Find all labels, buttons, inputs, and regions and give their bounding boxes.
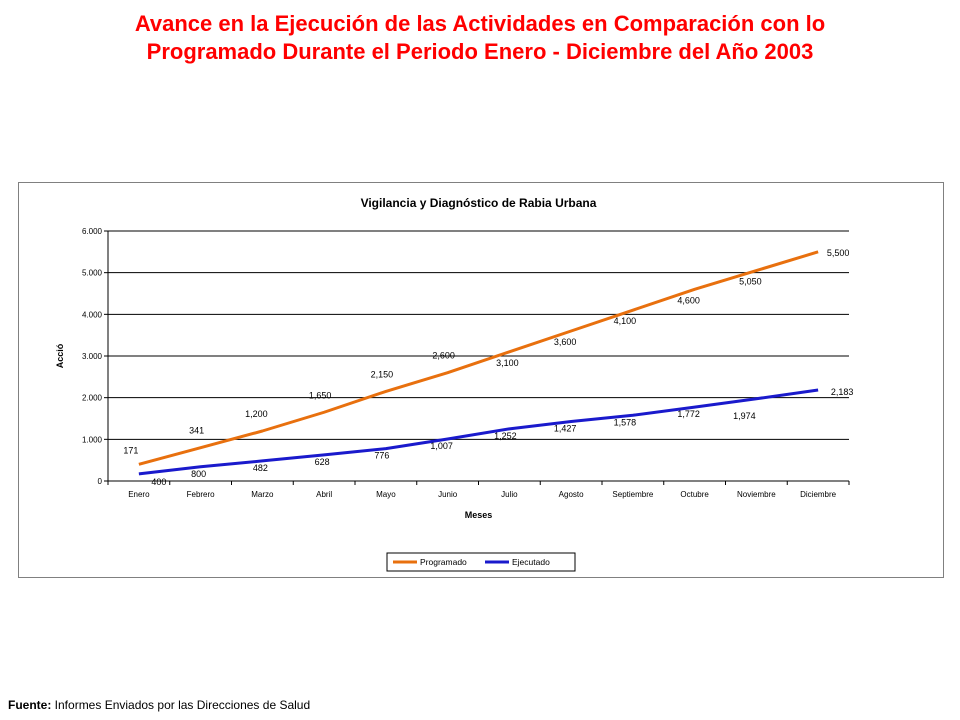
- legend-label: Programado: [420, 557, 467, 567]
- data-label: 1,974: [733, 411, 756, 421]
- source-text: Informes Enviados por las Direcciones de…: [51, 698, 311, 712]
- slide-title-line-1: Avance en la Ejecución de las Actividade…: [134, 11, 826, 36]
- legend-label: Ejecutado: [512, 557, 550, 567]
- data-label: 1,578: [614, 417, 637, 427]
- data-label: 2,150: [371, 369, 394, 379]
- data-label: 2,183: [831, 387, 854, 397]
- data-label: 4,600: [677, 295, 700, 305]
- y-tick-label: 3.000: [82, 352, 103, 361]
- data-label: 800: [191, 469, 206, 479]
- source-note: Fuente: Informes Enviados por las Direcc…: [8, 698, 310, 712]
- data-label: 4,100: [614, 316, 637, 326]
- x-tick-label: Noviembre: [737, 490, 776, 499]
- data-label: 1,200: [245, 409, 268, 419]
- y-tick-label: 0: [98, 477, 103, 486]
- data-label: 628: [315, 457, 330, 467]
- y-axis-label: Acció: [55, 343, 65, 368]
- chart-frame: Vigilancia y Diagnóstico de Rabia Urbana…: [18, 182, 944, 578]
- data-label: 5,500: [827, 248, 850, 258]
- data-label: 1,007: [430, 441, 453, 451]
- x-tick-label: Febrero: [187, 490, 216, 499]
- slide-title: Avance en la Ejecución de las Actividade…: [40, 10, 920, 66]
- data-label: 2,600: [432, 351, 455, 361]
- source-label: Fuente:: [8, 698, 52, 712]
- data-label: 341: [189, 426, 204, 436]
- x-tick-label: Marzo: [251, 490, 274, 499]
- data-label: 1,650: [309, 390, 332, 400]
- x-tick-label: Agosto: [559, 490, 584, 499]
- data-label: 3,600: [554, 337, 577, 347]
- x-tick-label: Enero: [128, 490, 150, 499]
- x-tick-label: Julio: [501, 490, 518, 499]
- x-tick-label: Mayo: [376, 490, 396, 499]
- data-label: 1,252: [494, 431, 517, 441]
- data-label: 171: [123, 445, 138, 455]
- y-tick-label: 4.000: [82, 310, 103, 319]
- data-label: 400: [151, 477, 166, 487]
- data-label: 482: [253, 463, 268, 473]
- x-tick-label: Octubre: [680, 490, 709, 499]
- data-label: 776: [374, 451, 389, 461]
- series-line-programado: [138, 250, 819, 466]
- data-label: 1,772: [677, 409, 700, 419]
- data-label: 3,100: [496, 358, 519, 368]
- data-label: 1,427: [554, 424, 577, 434]
- slide-title-line-2: Programado Durante el Periodo Enero - Di…: [146, 39, 814, 64]
- series-line-ejecutado: [138, 388, 819, 476]
- y-tick-label: 1.000: [82, 435, 103, 444]
- chart-title: Vigilancia y Diagnóstico de Rabia Urbana: [361, 196, 597, 210]
- y-tick-label: 6.000: [82, 227, 103, 236]
- data-label: 5,050: [739, 277, 762, 287]
- line-chart: Vigilancia y Diagnóstico de Rabia Urbana…: [55, 196, 854, 572]
- x-tick-label: Diciembre: [800, 490, 837, 499]
- x-tick-label: Junio: [438, 490, 458, 499]
- x-axis-label: Meses: [465, 510, 493, 520]
- x-tick-label: Septiembre: [612, 490, 653, 499]
- y-tick-label: 5.000: [82, 269, 103, 278]
- legend-box: [386, 552, 576, 572]
- x-tick-label: Abril: [316, 490, 332, 499]
- y-tick-label: 2.000: [82, 394, 103, 403]
